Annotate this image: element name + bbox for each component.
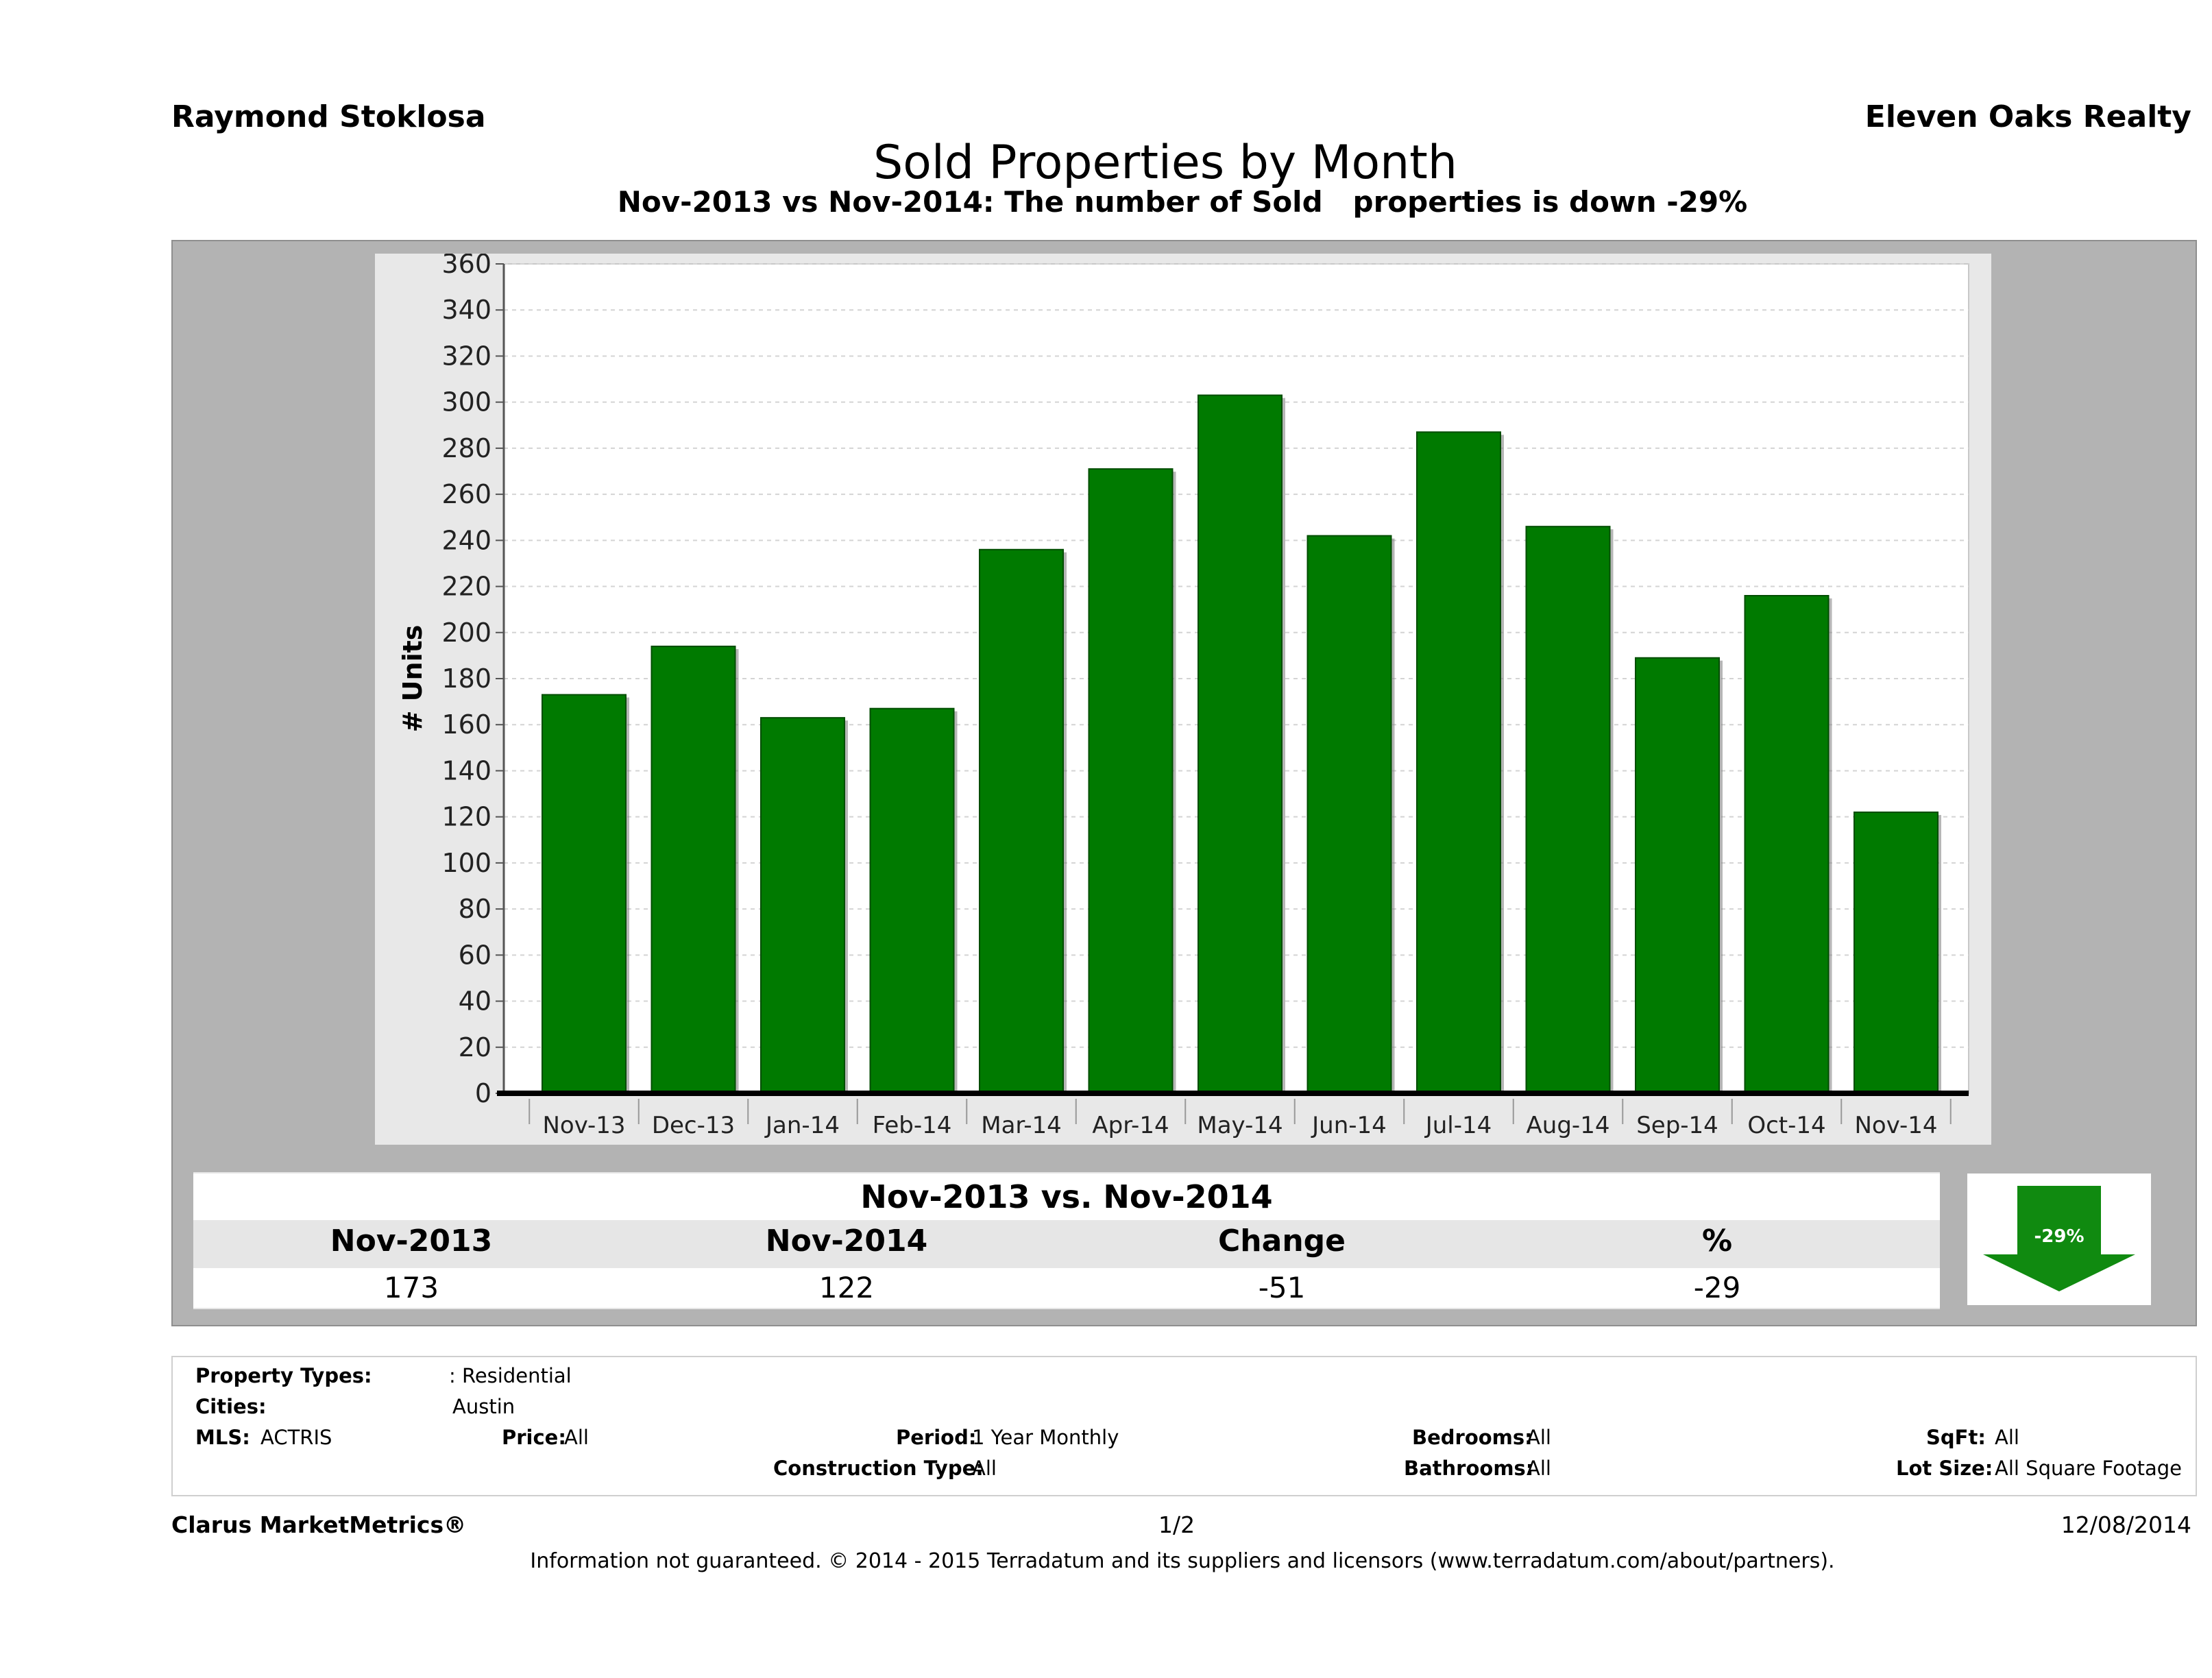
cities-label: Cities: — [195, 1395, 267, 1418]
bar-aug-14 — [1525, 526, 1611, 1094]
mls-value: ACTRIS — [260, 1426, 332, 1449]
y-tick-label: 0 — [475, 1078, 491, 1108]
footer-brand: Clarus MarketMetrics® — [171, 1511, 467, 1538]
y-axis-label: # Units — [398, 625, 428, 733]
comparison-value-end: 122 — [818, 1271, 875, 1304]
y-tick-label: 300 — [441, 387, 491, 417]
y-tick-label: 360 — [441, 254, 491, 279]
x-tick-label: Oct-14 — [1747, 1112, 1825, 1139]
x-tick-label: Mar-14 — [981, 1112, 1062, 1139]
property-types-label: Property Types: — [195, 1364, 372, 1387]
x-tick-label: Apr-14 — [1092, 1112, 1169, 1139]
bar-jun-14 — [1306, 535, 1392, 1095]
filter-summary — [171, 1356, 2197, 1496]
trend-badge-text: -29% — [2034, 1226, 2084, 1247]
report-date: 12/08/2014 — [2061, 1511, 2191, 1538]
comparison-header-start: Nov-2013 — [330, 1224, 493, 1258]
y-tick-label: 200 — [441, 618, 491, 648]
x-tick-label: Jul-14 — [1424, 1112, 1492, 1139]
chart-subtitle: Nov-2013 vs Nov-2014: The number of Sold… — [617, 185, 1748, 219]
chart-title: Sold Properties by Month — [873, 136, 1457, 190]
bar-jul-14 — [1416, 431, 1501, 1095]
x-tick-label: May-14 — [1197, 1112, 1283, 1139]
comparison-value-start: 173 — [383, 1271, 439, 1304]
y-tick-label: 120 — [441, 802, 491, 832]
price-value: All — [564, 1426, 589, 1449]
mls-label: MLS: — [195, 1426, 250, 1449]
y-tick-label: 20 — [459, 1032, 491, 1062]
y-tick-label: 140 — [441, 755, 491, 786]
comparison-header-percent: % — [1701, 1224, 1733, 1258]
bedrooms-label: Bedrooms: — [1412, 1426, 1533, 1449]
y-tick-label: 320 — [441, 341, 491, 371]
bedrooms-value: All — [1527, 1426, 1551, 1449]
sqft-value: All — [1995, 1426, 2019, 1449]
y-tick-label: 40 — [459, 986, 491, 1017]
x-tick-label: Sep-14 — [1636, 1112, 1718, 1139]
comparison-header-change: Change — [1218, 1224, 1346, 1258]
y-tick-label: 220 — [441, 572, 491, 602]
y-tick-label: 60 — [459, 940, 491, 970]
x-tick-label: Dec-13 — [652, 1112, 735, 1139]
y-tick-label: 340 — [441, 295, 491, 325]
x-tick-label: Aug-14 — [1527, 1112, 1610, 1139]
lot-size-value: All Square Footage — [1995, 1457, 2183, 1480]
bathrooms-value: All — [1527, 1457, 1551, 1480]
period-value: 1 Year Monthly — [972, 1426, 1119, 1449]
y-tick-label: 180 — [441, 664, 491, 694]
bar-feb-14 — [869, 707, 955, 1094]
y-tick-label: 80 — [459, 894, 491, 924]
y-tick-label: 260 — [441, 479, 491, 509]
comparison-value-change: -51 — [1258, 1271, 1306, 1304]
lot-size-label: Lot Size: — [1896, 1457, 1993, 1480]
bar-chart: 0 20 40 60 80 100 120 140 160 180 200 220 240 260 280 3… — [398, 254, 1969, 1139]
bathrooms-label: Bathrooms: — [1404, 1457, 1534, 1480]
bar-nov-14 — [1854, 811, 1938, 1094]
agent-name: Raymond Stoklosa — [171, 99, 486, 134]
bar-dec-13 — [651, 645, 736, 1094]
bar-may-14 — [1198, 394, 1283, 1095]
period-label: Period: — [896, 1426, 977, 1449]
x-tick-label: Nov-14 — [1855, 1112, 1938, 1139]
bar-sep-14 — [1635, 657, 1720, 1094]
bar-jan-14 — [760, 717, 845, 1094]
construction-type-label: Construction Type: — [773, 1457, 984, 1480]
comparison-title: Nov-2013 vs. Nov-2014 — [193, 1174, 1940, 1220]
construction-type-value: All — [972, 1457, 997, 1480]
y-tick-label: 240 — [441, 525, 491, 555]
x-tick-label: Jun-14 — [1311, 1112, 1387, 1139]
bar-nov-13 — [542, 694, 627, 1094]
trend-indicator: -29% — [1967, 1174, 2151, 1305]
x-tick-label: Feb-14 — [873, 1112, 952, 1139]
sqft-label: SqFt: — [1926, 1426, 1986, 1449]
y-tick-label: 280 — [441, 433, 491, 463]
bar-mar-14 — [979, 548, 1064, 1094]
cities-value: Austin — [452, 1395, 515, 1418]
bar-oct-14 — [1744, 595, 1830, 1094]
comparison-values-row — [193, 1268, 1940, 1308]
price-label: Price: — [502, 1426, 566, 1449]
comparison-header-end: Nov-2014 — [765, 1224, 928, 1258]
property-types-value: : Residential — [449, 1364, 572, 1387]
y-tick-label: 160 — [441, 709, 491, 740]
disclaimer: Information not guaranteed. © 2014 - 201… — [530, 1549, 1835, 1573]
company-name: Eleven Oaks Realty — [1864, 99, 2191, 134]
y-tick-label: 100 — [441, 848, 491, 878]
comparison-value-percent: -29 — [1693, 1271, 1741, 1304]
bar-apr-14 — [1088, 468, 1174, 1094]
page-number: 1/2 — [1158, 1511, 1195, 1538]
x-tick-label: Nov-13 — [543, 1112, 626, 1139]
x-tick-label: Jan-14 — [764, 1112, 840, 1139]
down-arrow-icon: -29% — [1983, 1186, 2135, 1291]
